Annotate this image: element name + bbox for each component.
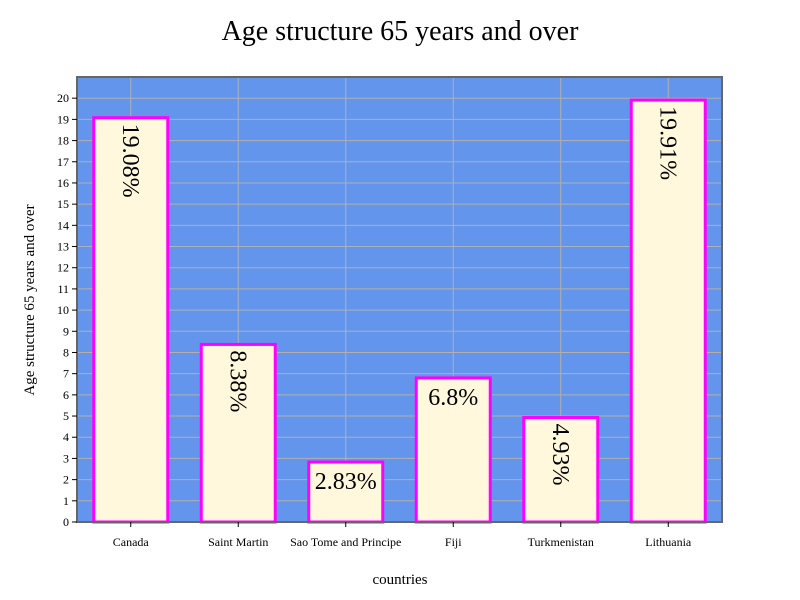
x-tick-label: Lithuania [645,535,692,549]
x-axis-label: countries [373,572,428,588]
data-label: 6.8% [428,385,478,411]
data-label: 8.38% [224,350,250,412]
bar-turkmenistan [522,416,600,524]
y-tick-label: 6 [63,388,69,402]
y-tick-label: 16 [57,176,69,190]
y-tick-label: 8 [63,345,69,359]
y-axis-label: Age structure 65 years and over [22,204,38,395]
data-label: 19.91% [654,106,680,180]
x-tick-label: Saint Martin [208,535,268,549]
y-tick-label: 1 [63,494,69,508]
y-tick-label: 9 [63,324,69,338]
x-axis: Canada Saint Martin Sao Tome and Principe F… [113,522,692,549]
y-tick-label: 4 [63,430,69,444]
data-label: 2.83% [315,469,377,495]
data-label: 19.08% [117,124,143,198]
y-tick-label: 17 [57,155,69,169]
y-tick-label: 0 [63,515,69,529]
bars: 19.08% 8.38% 2.83% 6.8% 4.93% 19.91% [92,98,707,524]
y-tick-label: 20 [57,91,69,105]
y-tick-label: 12 [57,261,69,275]
y-tick-label: 19 [57,112,69,126]
y-tick-label: 10 [57,303,69,317]
bar-canada [92,116,170,524]
y-tick-label: 18 [57,134,69,148]
plot-frame [76,76,723,523]
y-tick-label: 5 [63,409,69,423]
x-tick-label: Sao Tome and Principe [290,535,401,549]
bar-lithuania [629,98,707,524]
chart-title: Age structure 65 years and over [222,16,580,47]
y-tick-label: 3 [63,451,69,465]
y-tick-label: 15 [57,197,69,211]
data-label: 4.93% [547,424,573,486]
x-tick-label: Turkmenistan [528,535,594,549]
y-tick-label: 14 [57,218,69,232]
y-tick-label: 11 [57,282,69,296]
x-tick-label: Fiji [445,535,462,549]
y-tick-label: 13 [57,240,69,254]
plot-area [77,77,722,522]
x-tick-label: Canada [113,535,150,549]
y-tick-label: 7 [63,367,69,381]
bar-saint-martin [199,342,277,524]
y-tick-label: 2 [63,473,69,487]
bar-fiji [414,376,492,524]
